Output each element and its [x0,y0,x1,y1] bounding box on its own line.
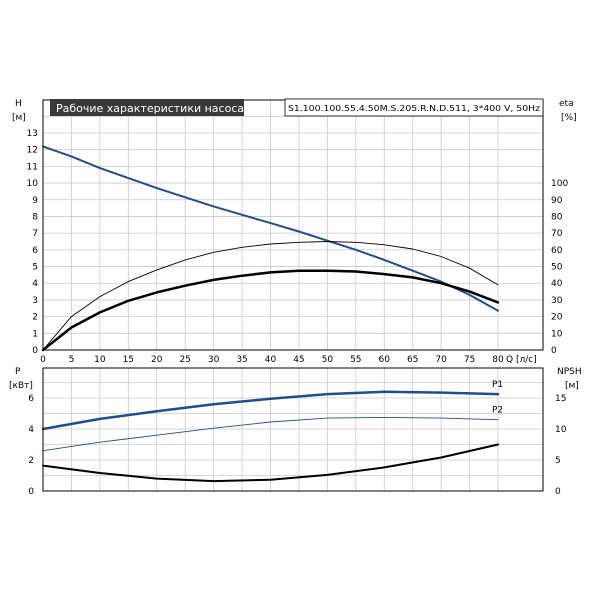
y-axis-unit-right: [м] [565,381,579,391]
x-tick-label: 40 [265,355,277,365]
series-label: P1 [492,380,503,390]
x-tick-label: 80 [492,355,504,365]
y-tick-label-right: 0 [555,487,561,497]
y-tick-label-right: 90 [551,196,563,206]
y-tick-label-left: 9 [32,196,38,206]
panel-2-frame [42,367,544,492]
x-tick-label: 5 [69,355,75,365]
series-line [41,269,500,352]
y-tick-label-right: 20 [551,313,563,323]
y-tick-label-right: 50 [551,263,563,273]
y-tick-label-right: 40 [551,279,563,289]
x-tick-label: 45 [293,355,304,365]
y-axis-label-left: H [15,99,22,109]
series-label: P2 [492,406,503,416]
x-tick-label: 35 [236,355,247,365]
y-tick-label-left: 2 [28,456,34,466]
x-tick-label: 20 [151,355,163,365]
y-tick-label-right: 70 [551,229,563,239]
x-tick-label: 15 [123,355,134,365]
y-tick-label-right: 10 [555,425,567,435]
y-tick-label-left: 8 [32,212,38,222]
y-tick-label-right: 80 [551,212,563,222]
y-tick-label-left: 10 [27,179,39,189]
y-tick-label-right: 60 [551,246,563,256]
y-tick-label-left: 13 [27,129,38,139]
y-tick-label-right: 5 [555,456,561,466]
y-tick-label-right: 10 [551,329,563,339]
y-tick-label-right: 30 [551,296,563,306]
x-tick-label: 55 [350,355,361,365]
x-axis-label: Q [л/с] [506,355,537,365]
y-tick-label-left: 7 [32,229,38,239]
y-tick-label-left: 1 [32,329,38,339]
x-tick-label: 70 [435,355,447,365]
x-tick-label: 60 [379,355,391,365]
panel-1-frame [42,99,544,351]
series-line [42,145,499,312]
series-line [42,241,499,351]
y-axis-label-right: NPSH [557,367,582,377]
y-tick-label-left: 6 [32,246,38,256]
chart-title: Рабочие характеристики насоса [56,102,244,115]
y-tick-label-right: 15 [555,394,566,404]
x-tick-label: 65 [407,355,418,365]
series-line [41,390,500,431]
chart-title-box [50,99,244,116]
y-axis-label-left: P [15,367,21,377]
chart-subtitle: S1.100.100.55.4.50M.S.205.R.N.D.511, 3*4… [288,104,540,113]
series-line [42,443,499,483]
y-tick-label-left: 6 [28,394,34,404]
y-tick-label-left: 0 [32,346,38,356]
y-tick-label-left: 11 [27,162,38,172]
y-tick-label-right: 100 [551,179,568,189]
x-tick-label: 50 [322,355,334,365]
x-tick-label: 0 [40,355,46,365]
y-tick-label-left: 0 [28,487,34,497]
x-tick-label: 25 [179,355,190,365]
y-axis-label-right: eta [559,99,574,109]
y-tick-label-left: 3 [32,296,38,306]
y-tick-label-right: 0 [551,346,557,356]
y-tick-label-left: 12 [27,146,38,156]
y-axis-unit-right: [%] [561,113,577,123]
series-line [42,416,499,452]
x-tick-label: 75 [464,355,475,365]
y-axis-unit-left: [кВт] [9,381,33,391]
y-tick-label-left: 4 [32,279,38,289]
y-tick-label-left: 4 [28,425,34,435]
chart-subtitle-box [284,98,544,117]
y-axis-unit-left: [м] [12,113,26,123]
y-tick-label-left: 5 [32,263,38,273]
y-tick-label-left: 2 [32,313,38,323]
x-tick-label: 30 [208,355,220,365]
x-tick-label: 10 [94,355,106,365]
